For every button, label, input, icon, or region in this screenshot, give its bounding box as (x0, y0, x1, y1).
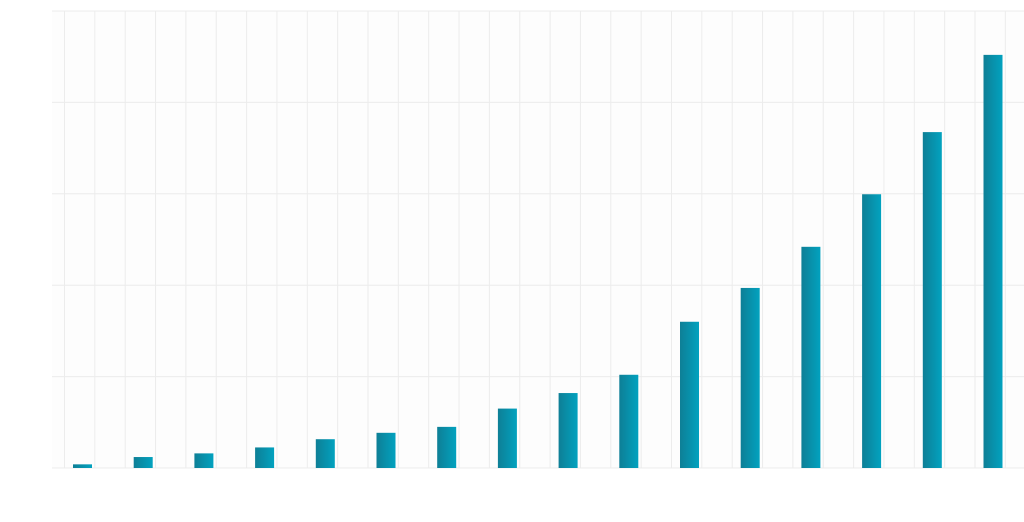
bar (376, 432, 396, 468)
plot-area (52, 11, 1024, 468)
bar (922, 132, 942, 469)
bar (315, 439, 335, 468)
bar (801, 246, 821, 468)
bar (983, 54, 1003, 468)
bar (73, 464, 92, 468)
bars (73, 54, 1003, 469)
bar (862, 194, 882, 468)
bar (740, 287, 760, 468)
bar (255, 447, 275, 468)
bar (133, 457, 153, 468)
bar (619, 374, 639, 468)
bar (558, 393, 578, 468)
bar (497, 408, 517, 468)
bar (194, 453, 214, 468)
grid (52, 10, 1024, 469)
bar (437, 426, 457, 468)
bar (680, 321, 699, 468)
